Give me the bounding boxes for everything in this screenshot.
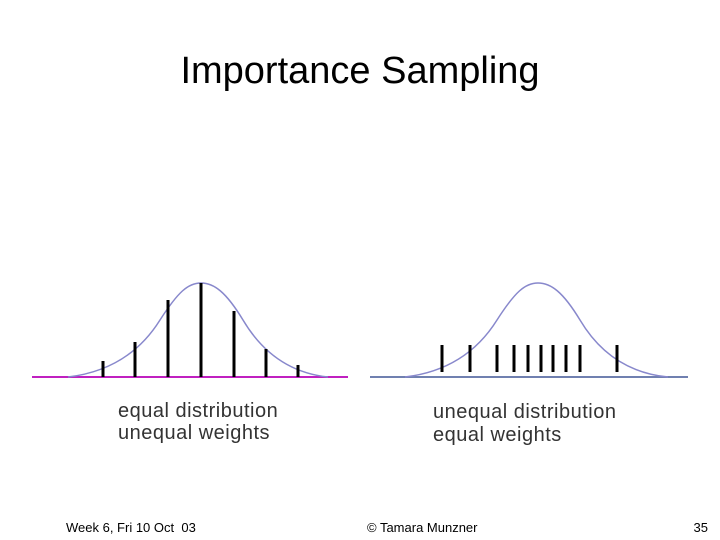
right-diagram: unequal distribution equal weights [370, 282, 688, 446]
caption-line: unequal distribution [433, 401, 616, 423]
sample-sticks [440, 345, 619, 372]
caption-line: equal distribution [118, 400, 278, 422]
weight-sticks [101, 283, 300, 377]
caption-line: unequal weights [118, 422, 270, 444]
caption-line: equal weights [433, 424, 562, 446]
footer-date: Week 6, Fri 10 Oct 03 [66, 520, 196, 535]
bell-curve [404, 282, 669, 378]
bell-curve [67, 282, 329, 378]
left-diagram: equal distribution unequal weights [32, 282, 348, 444]
slide-title: Importance Sampling [180, 50, 539, 92]
footer-author: © Tamara Munzner [367, 520, 478, 535]
page-number: 35 [694, 520, 708, 535]
